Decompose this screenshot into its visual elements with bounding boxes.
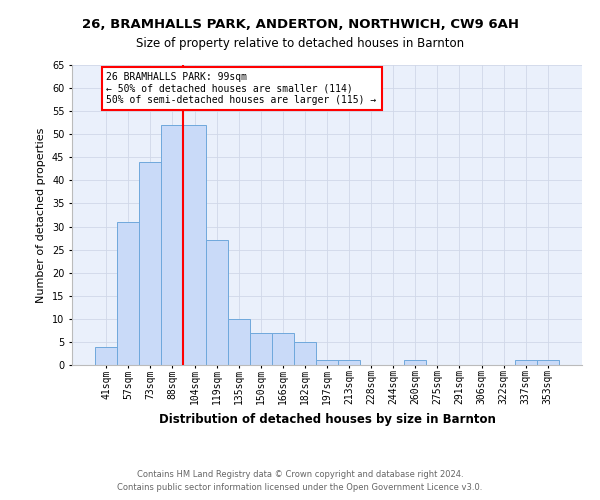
Bar xyxy=(316,360,338,365)
X-axis label: Distribution of detached houses by size in Barnton: Distribution of detached houses by size … xyxy=(158,412,496,426)
Bar xyxy=(161,125,184,365)
Bar xyxy=(294,342,316,365)
Bar xyxy=(184,125,206,365)
Bar xyxy=(338,360,360,365)
Bar xyxy=(515,360,537,365)
Bar xyxy=(117,222,139,365)
Bar xyxy=(95,346,117,365)
Bar xyxy=(404,360,427,365)
Text: 26, BRAMHALLS PARK, ANDERTON, NORTHWICH, CW9 6AH: 26, BRAMHALLS PARK, ANDERTON, NORTHWICH,… xyxy=(82,18,518,30)
Bar xyxy=(206,240,227,365)
Bar xyxy=(537,360,559,365)
Bar xyxy=(250,332,272,365)
Text: 26 BRAMHALLS PARK: 99sqm
← 50% of detached houses are smaller (114)
50% of semi-: 26 BRAMHALLS PARK: 99sqm ← 50% of detach… xyxy=(106,72,377,105)
Bar xyxy=(272,332,294,365)
Bar xyxy=(227,319,250,365)
Text: Contains HM Land Registry data © Crown copyright and database right 2024.: Contains HM Land Registry data © Crown c… xyxy=(137,470,463,479)
Y-axis label: Number of detached properties: Number of detached properties xyxy=(37,128,46,302)
Text: Contains public sector information licensed under the Open Government Licence v3: Contains public sector information licen… xyxy=(118,483,482,492)
Bar xyxy=(139,162,161,365)
Text: Size of property relative to detached houses in Barnton: Size of property relative to detached ho… xyxy=(136,38,464,51)
